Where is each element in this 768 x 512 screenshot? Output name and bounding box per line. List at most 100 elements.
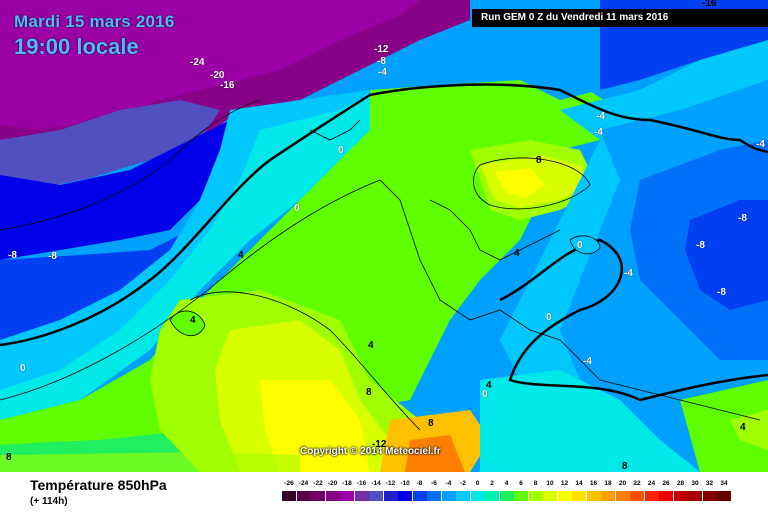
forecast-date: Mardi 15 mars 2016 (14, 12, 175, 31)
variable-name: Température 850hPa (30, 477, 167, 493)
isotherm-label: -24 (190, 57, 205, 68)
isotherm-label: -4 (624, 268, 633, 279)
color-scale-label: 2 (490, 480, 494, 487)
color-scale-swatch (311, 491, 325, 501)
color-scale-label: -14 (371, 480, 381, 487)
isotherm-label: -4 (596, 111, 605, 122)
forecast-time: 19:00 locale (14, 34, 139, 59)
isotherm-label: 8 (428, 418, 434, 429)
color-scale-label: 26 (662, 480, 670, 487)
isotherm-label: -12 (374, 44, 389, 55)
isotherm-label: -4 (756, 139, 765, 150)
color-scale-label: 0 (475, 480, 480, 487)
isotherm-label: 0 (546, 312, 552, 323)
isotherm-label: 4 (368, 340, 374, 351)
color-scale-swatch (369, 491, 383, 501)
isotherm-label: -8 (8, 250, 17, 261)
isotherm-label: 0 (338, 145, 344, 156)
color-scale-swatch (325, 491, 340, 501)
color-scale-swatch (282, 491, 296, 501)
isotherm-label: 8 (366, 387, 372, 398)
isotherm-label: 4 (486, 380, 492, 391)
color-scale-swatch (601, 491, 615, 501)
color-scale-swatch (514, 491, 528, 501)
color-scale-label: 14 (575, 480, 583, 487)
isotherm-label: 8 (6, 452, 12, 463)
color-scale-swatch (398, 491, 412, 501)
color-scale-swatch (572, 491, 586, 501)
isotherm-label: -8 (377, 56, 386, 67)
color-scale-label: -6 (431, 480, 437, 487)
color-scale-label: -20 (327, 480, 338, 487)
isotherm-label: 8 (536, 155, 542, 166)
color-scale-label: -2 (460, 480, 466, 487)
color-scale-swatch (557, 491, 572, 501)
color-scale-swatch (644, 491, 659, 501)
color-scale-label: 32 (705, 480, 714, 487)
color-scale-label: -24 (298, 480, 309, 487)
color-scale-label: 24 (647, 480, 656, 487)
isotherm-label: -8 (717, 287, 726, 298)
isotherm-label: 4 (740, 422, 746, 433)
color-scale-swatch (702, 491, 717, 501)
color-scale-swatch (630, 491, 644, 501)
color-scale-swatch (543, 491, 557, 501)
color-scale-label: 20 (618, 480, 627, 487)
color-scale-label: 4 (504, 480, 509, 487)
color-scale-label: -16 (356, 480, 367, 487)
color-scale-label: 6 (519, 480, 523, 487)
color-scale-swatch (659, 491, 673, 501)
isotherm-label: 0 (482, 389, 488, 400)
copyright-notice: Copyright © 2014 Meteociel.fr (300, 446, 441, 457)
color-scale-label: -4 (445, 480, 452, 487)
color-scale-swatch (688, 491, 702, 501)
color-scale-swatch (427, 491, 441, 501)
color-scale-label: -12 (385, 480, 396, 487)
color-scale-label: 28 (676, 480, 685, 487)
color-scale-swatch (499, 491, 514, 501)
color-scale-swatch (412, 491, 427, 501)
color-scale-label: -18 (342, 480, 352, 487)
color-scale-label: -8 (416, 480, 423, 487)
color-scale-swatch (528, 491, 543, 501)
isotherm-label: 0 (577, 240, 583, 251)
isotherm-label: -8 (738, 213, 747, 224)
color-scale-swatch (354, 491, 369, 501)
isotherm-label: 0 (294, 203, 300, 214)
isotherm-label: -12 (372, 439, 387, 450)
isotherm-label: 4 (238, 250, 244, 261)
color-scale-swatch (717, 491, 731, 501)
isotherm-label: 4 (190, 315, 196, 326)
color-scale-swatch (586, 491, 601, 501)
color-scale-swatch (470, 491, 485, 501)
isotherm-label: 4 (514, 248, 520, 259)
color-scale-swatch (615, 491, 630, 501)
isotherm-label: -16 (702, 0, 717, 9)
isotherm-label: -4 (378, 67, 387, 78)
temperature-map: Mardi 15 mars 2016 19:00 locale Run GEM … (0, 0, 768, 472)
color-scale-swatch (340, 491, 354, 501)
model-run-label: Run GEM 0 Z du Vendredi 11 mars 2016 (472, 9, 768, 27)
isotherm-label: -4 (583, 356, 592, 367)
footer-bar: Température 850hPa (+ 114h) -26 -24 -22 -20… (0, 472, 768, 512)
color-scale-label: 34 (720, 480, 728, 487)
color-scale-swatch (296, 491, 311, 501)
isotherm-label: 0 (20, 363, 26, 374)
color-scale-label: 30 (691, 480, 699, 487)
color-scale-label: 10 (546, 480, 554, 487)
isotherm-label: 8 (622, 461, 628, 472)
color-scale-label: -22 (313, 480, 323, 487)
isotherm-label: -20 (210, 70, 225, 81)
color-scale-label: -26 (284, 480, 294, 487)
color-scale-swatch (485, 491, 499, 501)
color-scale-label: 16 (589, 480, 598, 487)
color-scale-label: 18 (604, 480, 612, 487)
color-scale-label: 12 (560, 480, 569, 487)
isotherm-label: -8 (696, 240, 705, 251)
color-scale-swatch (383, 491, 398, 501)
isotherm-label: -16 (220, 80, 235, 91)
color-scale-label: -10 (400, 480, 410, 487)
map-canvas (0, 0, 768, 472)
color-scale-label: 8 (533, 480, 538, 487)
color-scale-swatch (673, 491, 688, 501)
